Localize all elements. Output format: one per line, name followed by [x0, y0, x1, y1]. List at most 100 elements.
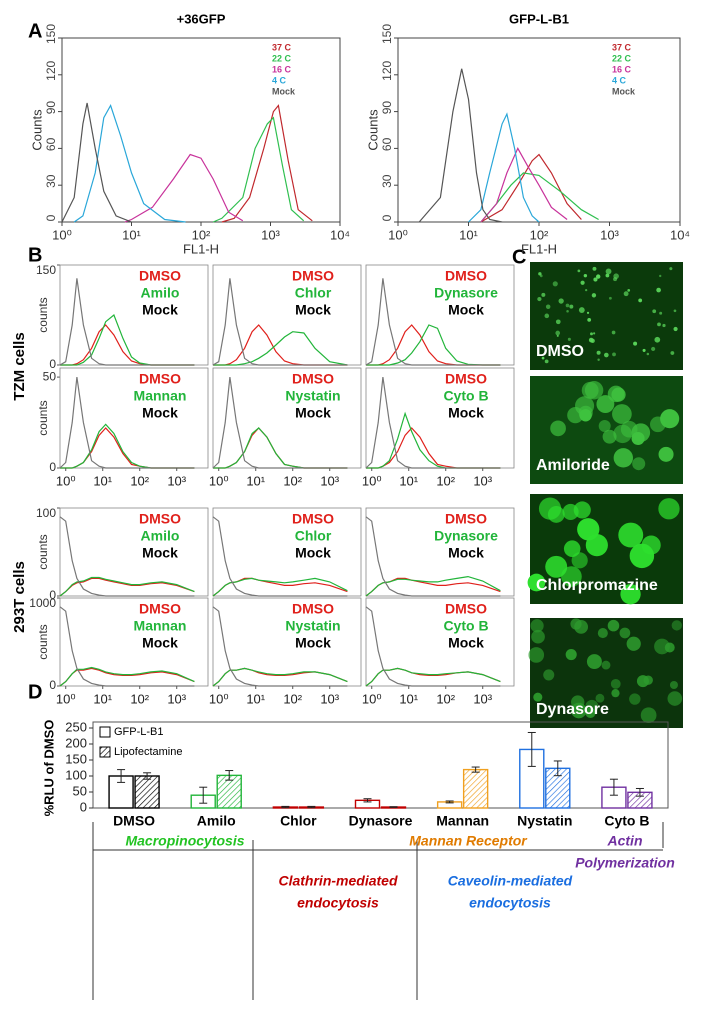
row-label: TZM cells [11, 332, 28, 400]
cell [567, 337, 571, 341]
y-tick-label: 150 [380, 24, 394, 44]
cell [620, 583, 641, 605]
x-tick-label: 10⁰ [388, 227, 408, 242]
legend-entry: Mock [295, 545, 331, 561]
x-tick-label: 10³ [167, 691, 186, 706]
y-tick-label: 90 [380, 101, 394, 115]
cell [585, 534, 608, 557]
cell [528, 647, 545, 663]
legend-entry: 37 C [612, 42, 632, 52]
cell [538, 272, 542, 276]
x-tick-label: 10² [283, 473, 302, 488]
cell [585, 288, 588, 292]
curve [468, 112, 540, 223]
legend-entry: Cyto B [443, 388, 488, 404]
cell [565, 648, 577, 661]
curve [124, 153, 244, 223]
curve [213, 331, 348, 366]
legend-entry: DMSO [445, 601, 487, 617]
legend-entry: 4 C [612, 75, 627, 85]
cell [629, 693, 641, 705]
x-tick-label: 10¹ [399, 473, 418, 488]
legend-entry: DMSO [445, 268, 487, 284]
legend-entry: 16 C [612, 64, 632, 74]
cell [565, 303, 570, 308]
cell [607, 619, 620, 632]
cell [657, 322, 661, 327]
cell [578, 307, 585, 313]
legend-entry: Mock [295, 302, 331, 318]
x-tick-label: 10² [283, 691, 302, 706]
cell [658, 446, 674, 462]
x-tick-label: 10¹ [93, 473, 112, 488]
cell [613, 273, 619, 279]
cell [646, 352, 650, 356]
x-tick-label: 10⁰ [56, 473, 76, 488]
cell [595, 693, 605, 703]
group-label: Caveolin-mediated [448, 873, 573, 889]
cell [569, 304, 574, 309]
bar [134, 775, 160, 809]
cell [607, 385, 625, 403]
cell [618, 522, 644, 548]
curve [365, 377, 501, 469]
legend-entry: Lipofectamine [114, 746, 183, 758]
y-tick-label: 90 [44, 101, 58, 115]
legend-entry: DMSO [292, 511, 334, 527]
cell [620, 420, 638, 438]
cell [604, 352, 609, 358]
cell [543, 669, 555, 681]
cell [651, 346, 656, 352]
cell [550, 420, 566, 437]
cell [670, 351, 675, 355]
x-tick-label: 10³ [320, 691, 339, 706]
cell [574, 619, 589, 634]
y-tick-label: 150 [36, 263, 56, 277]
legend-entry: DMSO [292, 371, 334, 387]
y-tick-label: 200 [65, 735, 87, 750]
legend-entry: Mock [142, 635, 178, 651]
legend-entry: Mannan [134, 618, 187, 634]
x-tick-label: 10¹ [246, 691, 265, 706]
x-tick-label: 10³ [473, 473, 492, 488]
cell [544, 313, 550, 319]
cell [627, 288, 631, 292]
x-tick-label: 10⁴ [670, 227, 690, 242]
cell [552, 281, 558, 287]
x-axis-label: FL1-H [183, 241, 219, 256]
x-tick-label: 10³ [473, 691, 492, 706]
chart-title: +36GFP [177, 11, 226, 26]
cell [662, 323, 666, 328]
legend-entry: 4 C [272, 75, 287, 85]
curve [480, 153, 582, 223]
cell [650, 416, 666, 433]
cell [654, 336, 661, 343]
curve [365, 575, 501, 597]
legend-entry: Cyto B [443, 618, 488, 634]
y-tick-label: 120 [44, 60, 58, 80]
micrograph-label: DMSO [536, 343, 584, 360]
y-axis-label: %RLU of DMSO [41, 720, 56, 817]
curve [480, 147, 568, 223]
group-label: Polymerization [575, 855, 675, 871]
cell [596, 274, 601, 279]
cell [641, 535, 661, 555]
legend-entry: Chlor [295, 285, 332, 301]
cell [590, 332, 593, 336]
x-tick-label: 10⁰ [362, 691, 382, 706]
legend-entry: Mannan [134, 388, 187, 404]
legend-entry: 22 C [272, 53, 292, 63]
cell [609, 296, 612, 300]
cell [545, 555, 568, 578]
curve [59, 577, 195, 597]
legend-entry: Dynasore [434, 528, 498, 544]
cell [547, 506, 565, 523]
curve [212, 606, 348, 687]
y-tick-label: 0 [49, 357, 56, 371]
group-label: Actin [607, 833, 643, 849]
cell [593, 332, 596, 335]
legend-entry: DMSO [139, 371, 181, 387]
y-tick-label: 100 [65, 767, 87, 782]
x-tick-label: 10² [530, 227, 549, 242]
x-tick-label: 10⁰ [209, 473, 229, 488]
